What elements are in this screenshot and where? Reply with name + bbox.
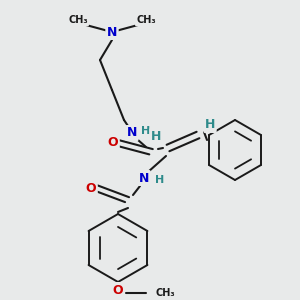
Text: CH₃: CH₃ [156, 288, 176, 298]
Text: N: N [127, 127, 137, 140]
Text: N: N [139, 172, 149, 184]
Text: H: H [205, 118, 215, 131]
Text: CH₃: CH₃ [136, 15, 156, 25]
Text: H: H [151, 130, 161, 142]
Text: CH₃: CH₃ [68, 15, 88, 25]
Text: H: H [141, 126, 151, 136]
Text: H: H [155, 175, 165, 185]
Text: N: N [107, 26, 117, 38]
Text: O: O [113, 284, 123, 296]
Text: O: O [108, 136, 118, 149]
Text: O: O [86, 182, 96, 194]
